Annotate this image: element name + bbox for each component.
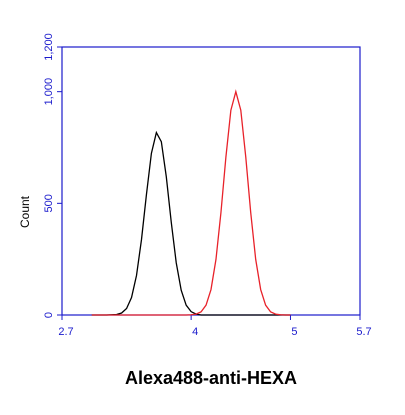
y-tick-label: 1,200: [43, 33, 55, 61]
x-axis-label: Alexa488-anti-HEXA: [125, 368, 297, 388]
x-tick-label: 5.7: [356, 326, 371, 338]
y-tick-label: 1,000: [43, 78, 55, 106]
x-tick-label: 2.7: [58, 326, 73, 338]
plot-frame: [61, 46, 361, 316]
y-axis-label: Count: [18, 195, 32, 228]
histogram-line: [91, 130, 291, 316]
y-tick-label: 0: [43, 312, 55, 318]
histogram-line: [91, 89, 291, 316]
x-tick-label: 5: [291, 326, 297, 338]
x-tick-label: 4: [192, 326, 198, 338]
y-tick-label: 500: [43, 194, 55, 212]
